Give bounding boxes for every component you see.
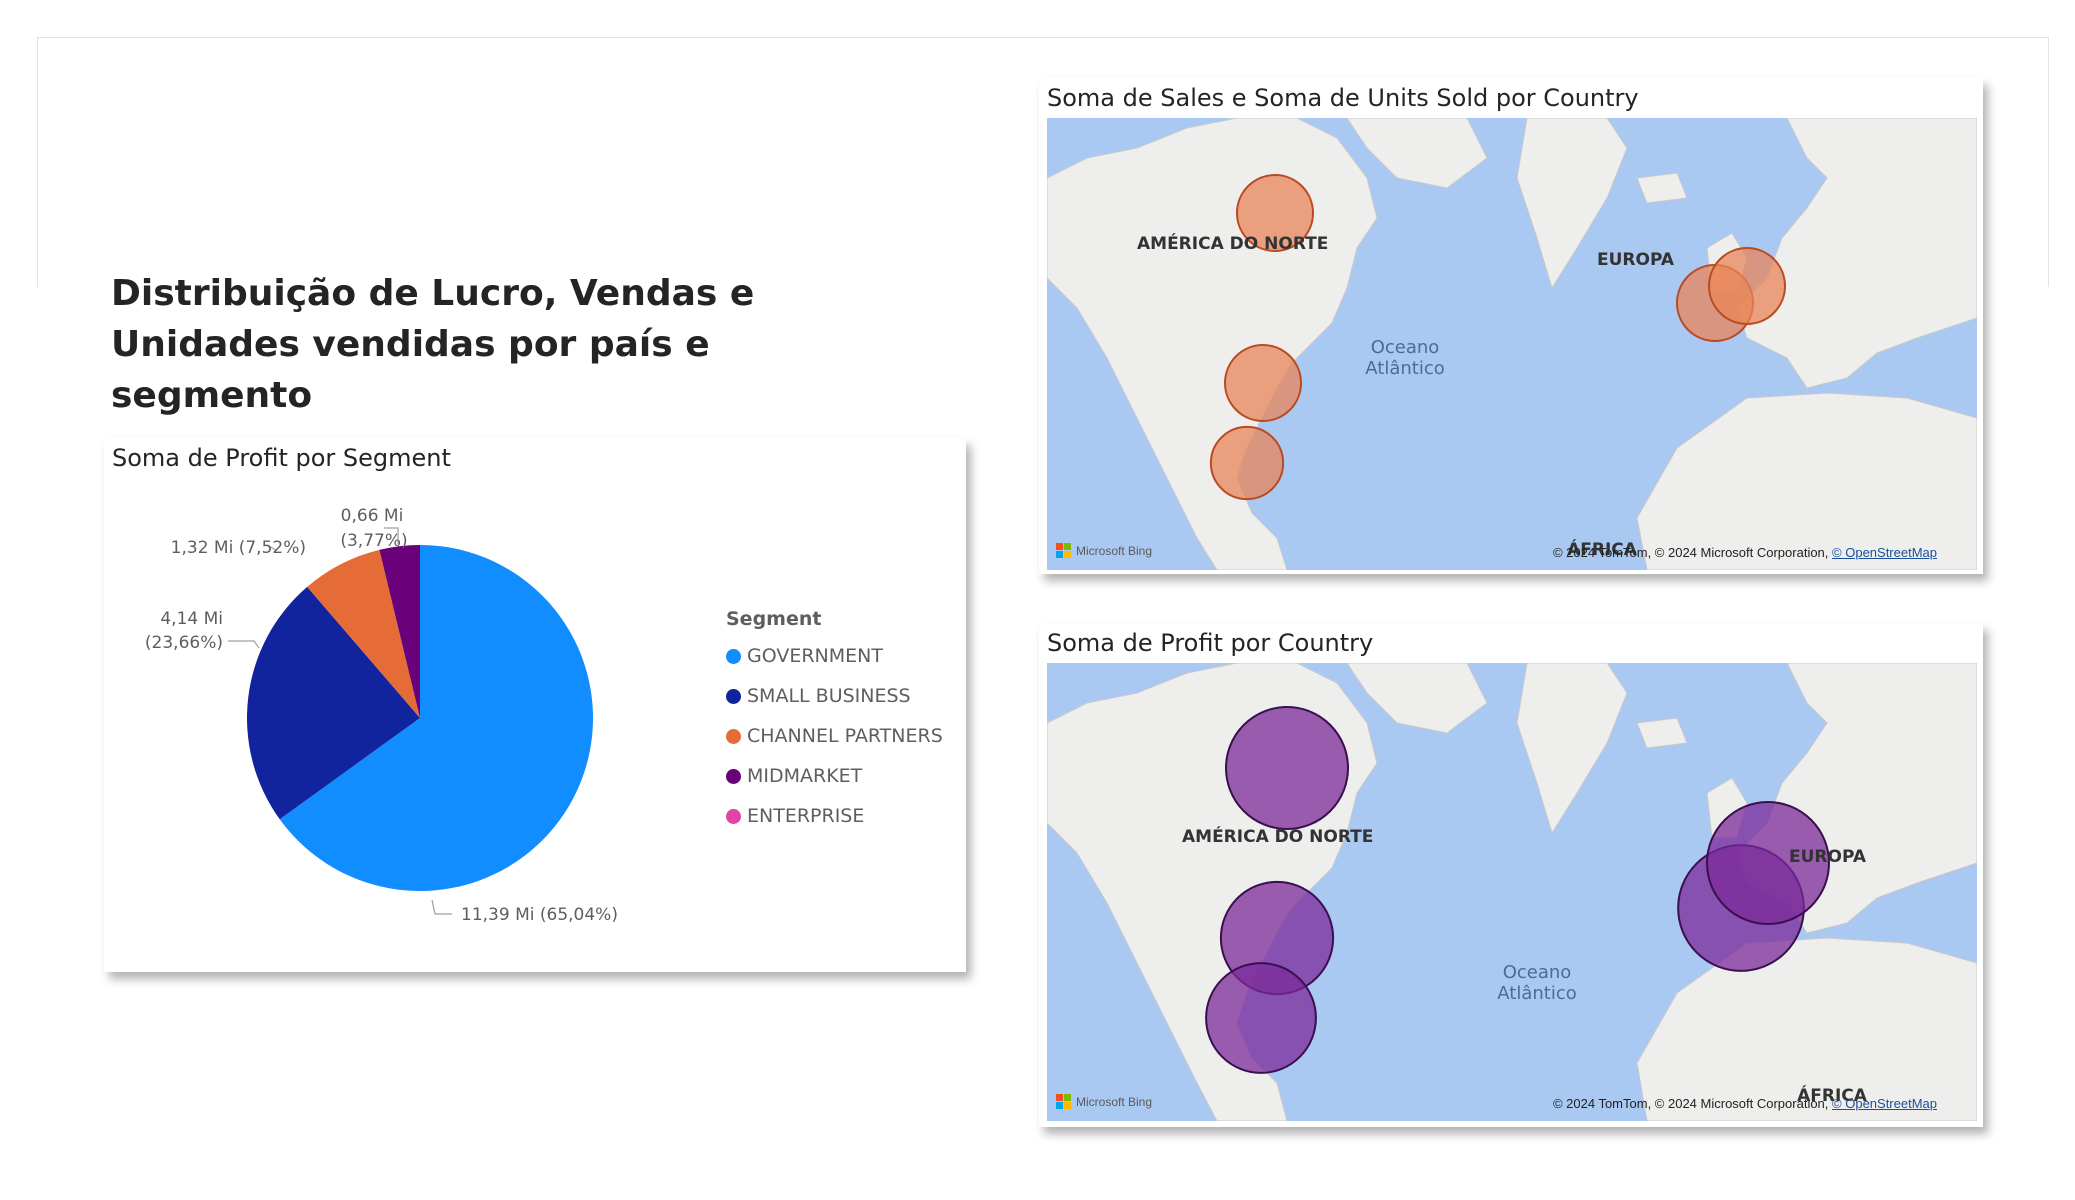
north-america-land (1047, 118, 1378, 570)
map-attribution: © 2024 TomTom, © 2024 Microsoft Corporat… (1553, 545, 1937, 560)
osm-link[interactable]: © OpenStreetMap (1832, 545, 1937, 560)
bing-logo: Microsoft Bing (1056, 543, 1152, 558)
bing-label: Microsoft Bing (1076, 1094, 1153, 1109)
legend-dot (726, 648, 741, 664)
legend-dot (726, 688, 741, 704)
leader-line-government (431, 899, 452, 915)
microsoft-logo-icon (1056, 543, 1071, 558)
map-label-ocean-1: Oceano (1503, 962, 1572, 983)
pie-slice-small-business[interactable] (247, 586, 420, 820)
map-label-africa: ÁFRICA (1567, 538, 1638, 560)
bing-label: Microsoft Bing (1076, 543, 1153, 558)
map-sales-title: Soma de Sales e Soma de Units Sold por C… (1047, 84, 1639, 112)
pie-slice-channel-partners[interactable] (307, 549, 420, 718)
page-title-line-2: Unidades vendidas por país e segmento (111, 324, 710, 416)
data-label-small-business-percent: (23,66%) (145, 633, 223, 653)
map-label-europe: EUROPA (1597, 250, 1675, 270)
profit-bubbles[interactable] (1205, 706, 1830, 1074)
map-label-north-america: AMÉRICA DO NORTE (1182, 825, 1373, 847)
leader-line-small-business (228, 640, 260, 649)
legend-item-channel-partners[interactable]: CHANNEL PARTNERS (726, 716, 943, 756)
report-canvas-frame (37, 37, 2049, 287)
greenland-land (1516, 663, 1628, 835)
canada-islands-land (1346, 118, 1488, 189)
leader-line-midmarket (384, 527, 399, 544)
bubble-canada[interactable] (1236, 174, 1314, 252)
data-label-midmarket-percent: (3,77%) (340, 531, 407, 551)
legend-label: GOVERNMENT (747, 645, 883, 667)
legend-item-enterprise[interactable]: ENTERPRISE (726, 796, 943, 836)
osm-link[interactable]: © OpenStreetMap (1832, 1096, 1937, 1111)
bubble-germany[interactable] (1706, 801, 1830, 925)
greenland-land (1516, 118, 1628, 290)
pie-chart-title: Soma de Profit por Segment (112, 444, 451, 472)
pie-slice-government[interactable] (279, 545, 593, 891)
legend-label: MIDMARKET (747, 765, 863, 787)
map-profit-area[interactable]: AMÉRICA DO NORTE EUROPA Oceano Atlântico… (1047, 663, 1977, 1121)
data-label-midmarket-value: 0,66 Mi (341, 506, 404, 526)
pie-chart-svg[interactable]: 11,39 Mi (65,04%) 4,14 Mi (23,66%) 1,32 … (104, 438, 966, 972)
bubble-germany[interactable] (1708, 247, 1786, 325)
legend-label: ENTERPRISE (747, 805, 865, 827)
africa-land (1636, 392, 1977, 570)
legend-item-midmarket[interactable]: MIDMARKET (726, 756, 943, 796)
attribution-text: © 2024 TomTom, © 2024 Microsoft Corporat… (1552, 545, 1829, 560)
legend-dot (726, 728, 741, 744)
map-label-ocean-2: Atlântico (1365, 358, 1444, 379)
bubble-united-states-of-america[interactable] (1224, 344, 1302, 422)
legend-label: CHANNEL PARTNERS (747, 725, 943, 747)
legend-item-government[interactable]: GOVERNMENT (726, 636, 943, 676)
map-label-europe: EUROPA (1789, 847, 1867, 867)
europe-land (1736, 118, 1977, 389)
sales-bubbles[interactable] (1209, 174, 1786, 501)
legend-dot (726, 808, 741, 824)
map-sales-visual[interactable]: Soma de Sales e Soma de Units Sold por C… (1039, 78, 1983, 574)
legend-dot (726, 768, 741, 784)
microsoft-logo-icon (1056, 1094, 1071, 1109)
leader-line-channel-partners (266, 544, 277, 551)
map-attribution: © 2024 TomTom, © 2024 Microsoft Corporat… (1553, 1096, 1937, 1111)
iceland-land (1636, 717, 1688, 749)
page-title: Distribuição de Lucro, Vendas e Unidades… (111, 268, 871, 421)
map-label-north-america: AMÉRICA DO NORTE (1137, 232, 1328, 254)
map-sales-area[interactable]: AMÉRICA DO NORTE EUROPA Oceano Atlântico… (1047, 118, 1977, 570)
legend-label: SMALL BUSINESS (747, 685, 911, 707)
pie-chart-visual[interactable]: Soma de Profit por Segment 11,39 Mi (65,… (104, 438, 966, 972)
pie-slice-midmarket[interactable] (379, 545, 420, 718)
map-sales-basemap[interactable]: AMÉRICA DO NORTE EUROPA Oceano Atlântico… (1047, 118, 1977, 570)
land-masses (1047, 663, 1977, 1121)
data-label-government: 11,39 Mi (65,04%) (461, 905, 618, 925)
canada-islands-land (1346, 663, 1488, 734)
bubble-mexico[interactable] (1205, 962, 1317, 1074)
land-masses (1047, 118, 1977, 570)
map-profit-visual[interactable]: Soma de Profit por Country AMÉRICA DO NO… (1039, 623, 1983, 1127)
attribution-text: © 2024 TomTom, © 2024 Microsoft Corporat… (1552, 1096, 1829, 1111)
bing-logo: Microsoft Bing (1056, 1094, 1152, 1109)
map-label-ocean-1: Oceano (1371, 337, 1440, 358)
bubble-canada[interactable] (1225, 706, 1349, 830)
legend-item-small-business[interactable]: SMALL BUSINESS (726, 676, 943, 716)
map-profit-title: Soma de Profit por Country (1047, 629, 1374, 657)
page-title-line-1: Distribuição de Lucro, Vendas e (111, 273, 755, 314)
data-label-small-business-value: 4,14 Mi (160, 609, 223, 629)
iceland-land (1636, 172, 1688, 204)
map-label-africa: ÁFRICA (1797, 1084, 1868, 1106)
map-label-ocean-2: Atlântico (1497, 983, 1576, 1004)
data-label-channel-partners: 1,32 Mi (7,52%) (171, 538, 306, 558)
map-profit-basemap[interactable]: AMÉRICA DO NORTE EUROPA Oceano Atlântico… (1047, 663, 1977, 1121)
pie-legend: Segment GOVERNMENT SMALL BUSINESS CHANNE… (726, 608, 943, 836)
legend-title: Segment (726, 608, 822, 630)
bubble-mexico[interactable] (1209, 425, 1285, 501)
